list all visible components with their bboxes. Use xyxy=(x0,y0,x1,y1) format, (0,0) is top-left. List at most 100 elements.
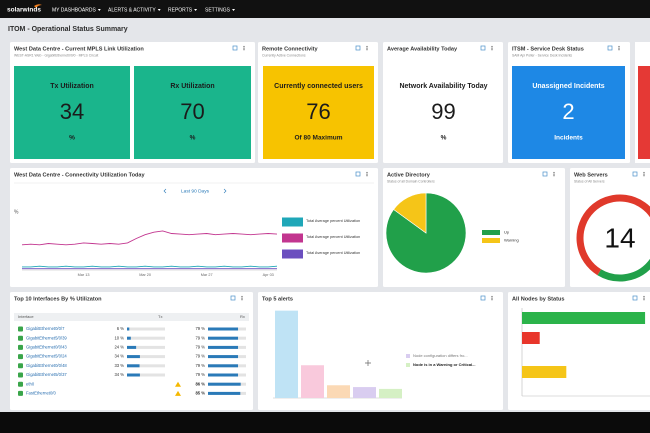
export-icon[interactable] xyxy=(542,171,548,177)
nav-menu[interactable]: MY DASHBOARDS xyxy=(52,7,96,13)
interface-link[interactable]: GigabitEthernet0/0/48 xyxy=(26,363,67,368)
bar-track xyxy=(127,345,165,349)
tile xyxy=(14,66,130,159)
legend-label: Total Average percent Utilization xyxy=(306,235,360,239)
range-button[interactable]: Last 90 Days xyxy=(181,188,210,194)
crosshair xyxy=(365,360,371,366)
export-icon[interactable] xyxy=(355,45,361,51)
export-icon[interactable] xyxy=(607,45,613,51)
menu-dot xyxy=(366,45,368,48)
menu-dot xyxy=(618,49,620,51)
next-arrow[interactable] xyxy=(223,188,227,194)
export-icon[interactable] xyxy=(632,295,638,301)
interface-link[interactable]: GigabitEthernet0/0/43 xyxy=(26,345,67,350)
widget-subtitle: WEST-ASR1 Web - GigabitEthernet0/0/0 - M… xyxy=(14,53,98,57)
legend-label: Total Average percent Utilization xyxy=(306,251,360,255)
interface-link[interactable]: GigabitEthernet5/0/37 xyxy=(26,372,67,377)
tx-value: 6 % xyxy=(117,326,124,331)
nav-menu[interactable]: REPORTS xyxy=(168,7,193,13)
status-icon xyxy=(18,363,23,369)
menu-dot xyxy=(243,47,245,49)
export-icon[interactable] xyxy=(232,45,238,51)
screen-bezel xyxy=(0,412,650,433)
prev-arrow[interactable] xyxy=(163,188,167,194)
menu-dot xyxy=(366,175,368,177)
column-header: Rx xyxy=(240,314,245,319)
widget-title: Average Availability Today xyxy=(387,46,458,52)
status-icon xyxy=(18,354,23,360)
bar xyxy=(327,385,350,398)
tx-value: 34 % xyxy=(114,372,124,377)
menu-dot xyxy=(241,295,243,298)
menu-dot xyxy=(643,171,645,174)
tile-label: Rx Utilization xyxy=(170,83,214,90)
export-icon[interactable] xyxy=(632,171,638,177)
interface-link[interactable]: GigabitEthernet5/0/24 xyxy=(26,354,67,359)
menu-dot xyxy=(241,297,243,299)
legend-swatch xyxy=(482,238,500,243)
export-icon[interactable] xyxy=(355,171,361,177)
menu-dot xyxy=(618,45,620,48)
interface-link[interactable]: GigabitEthernet5/0/39 xyxy=(26,335,67,340)
menu-dot xyxy=(366,47,368,49)
bar-track xyxy=(127,355,165,359)
menu-dot xyxy=(366,49,368,51)
tile xyxy=(512,66,625,159)
bar xyxy=(353,387,376,398)
column-header: Tx xyxy=(158,314,162,319)
rx-value: 79 % xyxy=(195,354,205,359)
warning-icon xyxy=(175,390,181,396)
bar-track xyxy=(127,364,165,368)
tx-value: 10 % xyxy=(114,335,124,340)
tile-caption: Incidents xyxy=(554,135,583,142)
page-title: ITOM - Operational Status Summary xyxy=(8,26,128,33)
legend-label: Total Average percent Utilization xyxy=(306,219,360,223)
rx-value: 79 % xyxy=(195,345,205,350)
interface-link[interactable]: eth0 xyxy=(26,381,35,386)
legend-swatch xyxy=(482,230,500,235)
export-icon[interactable] xyxy=(480,45,486,51)
tx-bar xyxy=(127,336,131,340)
tile-label: Unassigned Incidents xyxy=(532,83,604,90)
menu-caret xyxy=(97,9,101,11)
widget xyxy=(10,292,253,410)
widget-title: All Nodes by Status xyxy=(512,296,565,302)
logo: solarwinds xyxy=(7,7,41,14)
legend-swatch xyxy=(282,249,303,259)
tx-value: 24 % xyxy=(114,345,124,350)
tx-bar xyxy=(127,373,140,377)
widget-title: Top 5 alerts xyxy=(262,296,293,302)
rx-bar xyxy=(208,382,241,386)
menu-dot xyxy=(643,175,645,177)
tile-caption: Of 80 Maximum xyxy=(294,135,342,142)
menu-dot xyxy=(491,299,493,301)
widget-title: West Data Centre - Current MPLS Link Uti… xyxy=(14,46,144,52)
legend-swatch xyxy=(282,217,303,227)
x-tick-label: Apr 03 xyxy=(263,273,274,277)
widget-subtitle: Status of all Domain Controllers xyxy=(387,179,435,183)
interface-link[interactable]: GigabitEthernet0/0/7 xyxy=(26,326,65,331)
rx-bar xyxy=(208,355,239,359)
widget-title: Top 10 Interfaces By % Utilizaton xyxy=(14,296,102,302)
tile-value: 34 xyxy=(60,99,84,124)
nav-menu[interactable]: SETTINGS xyxy=(205,7,231,13)
nav-menu[interactable]: ALERTS & ACTIVITY xyxy=(108,7,156,13)
menu-dot xyxy=(243,45,245,48)
interface-link[interactable]: FastEthernet0/0 xyxy=(26,391,56,396)
menu-dot xyxy=(553,175,555,177)
status-icon xyxy=(18,344,23,350)
rx-value: 79 % xyxy=(195,363,205,368)
status-icon xyxy=(18,390,23,396)
tx-bar xyxy=(127,327,130,331)
rx-value: 79 % xyxy=(195,372,205,377)
export-icon[interactable] xyxy=(230,295,236,301)
x-tick-label: Mar 13 xyxy=(78,273,90,277)
legend-label: Warning xyxy=(504,238,519,243)
donut-center-value: 14 xyxy=(604,222,635,253)
rx-value: 79 % xyxy=(195,326,205,331)
export-icon[interactable] xyxy=(480,295,486,301)
widget-title: Active Directory xyxy=(387,172,431,178)
hbar xyxy=(522,366,567,378)
